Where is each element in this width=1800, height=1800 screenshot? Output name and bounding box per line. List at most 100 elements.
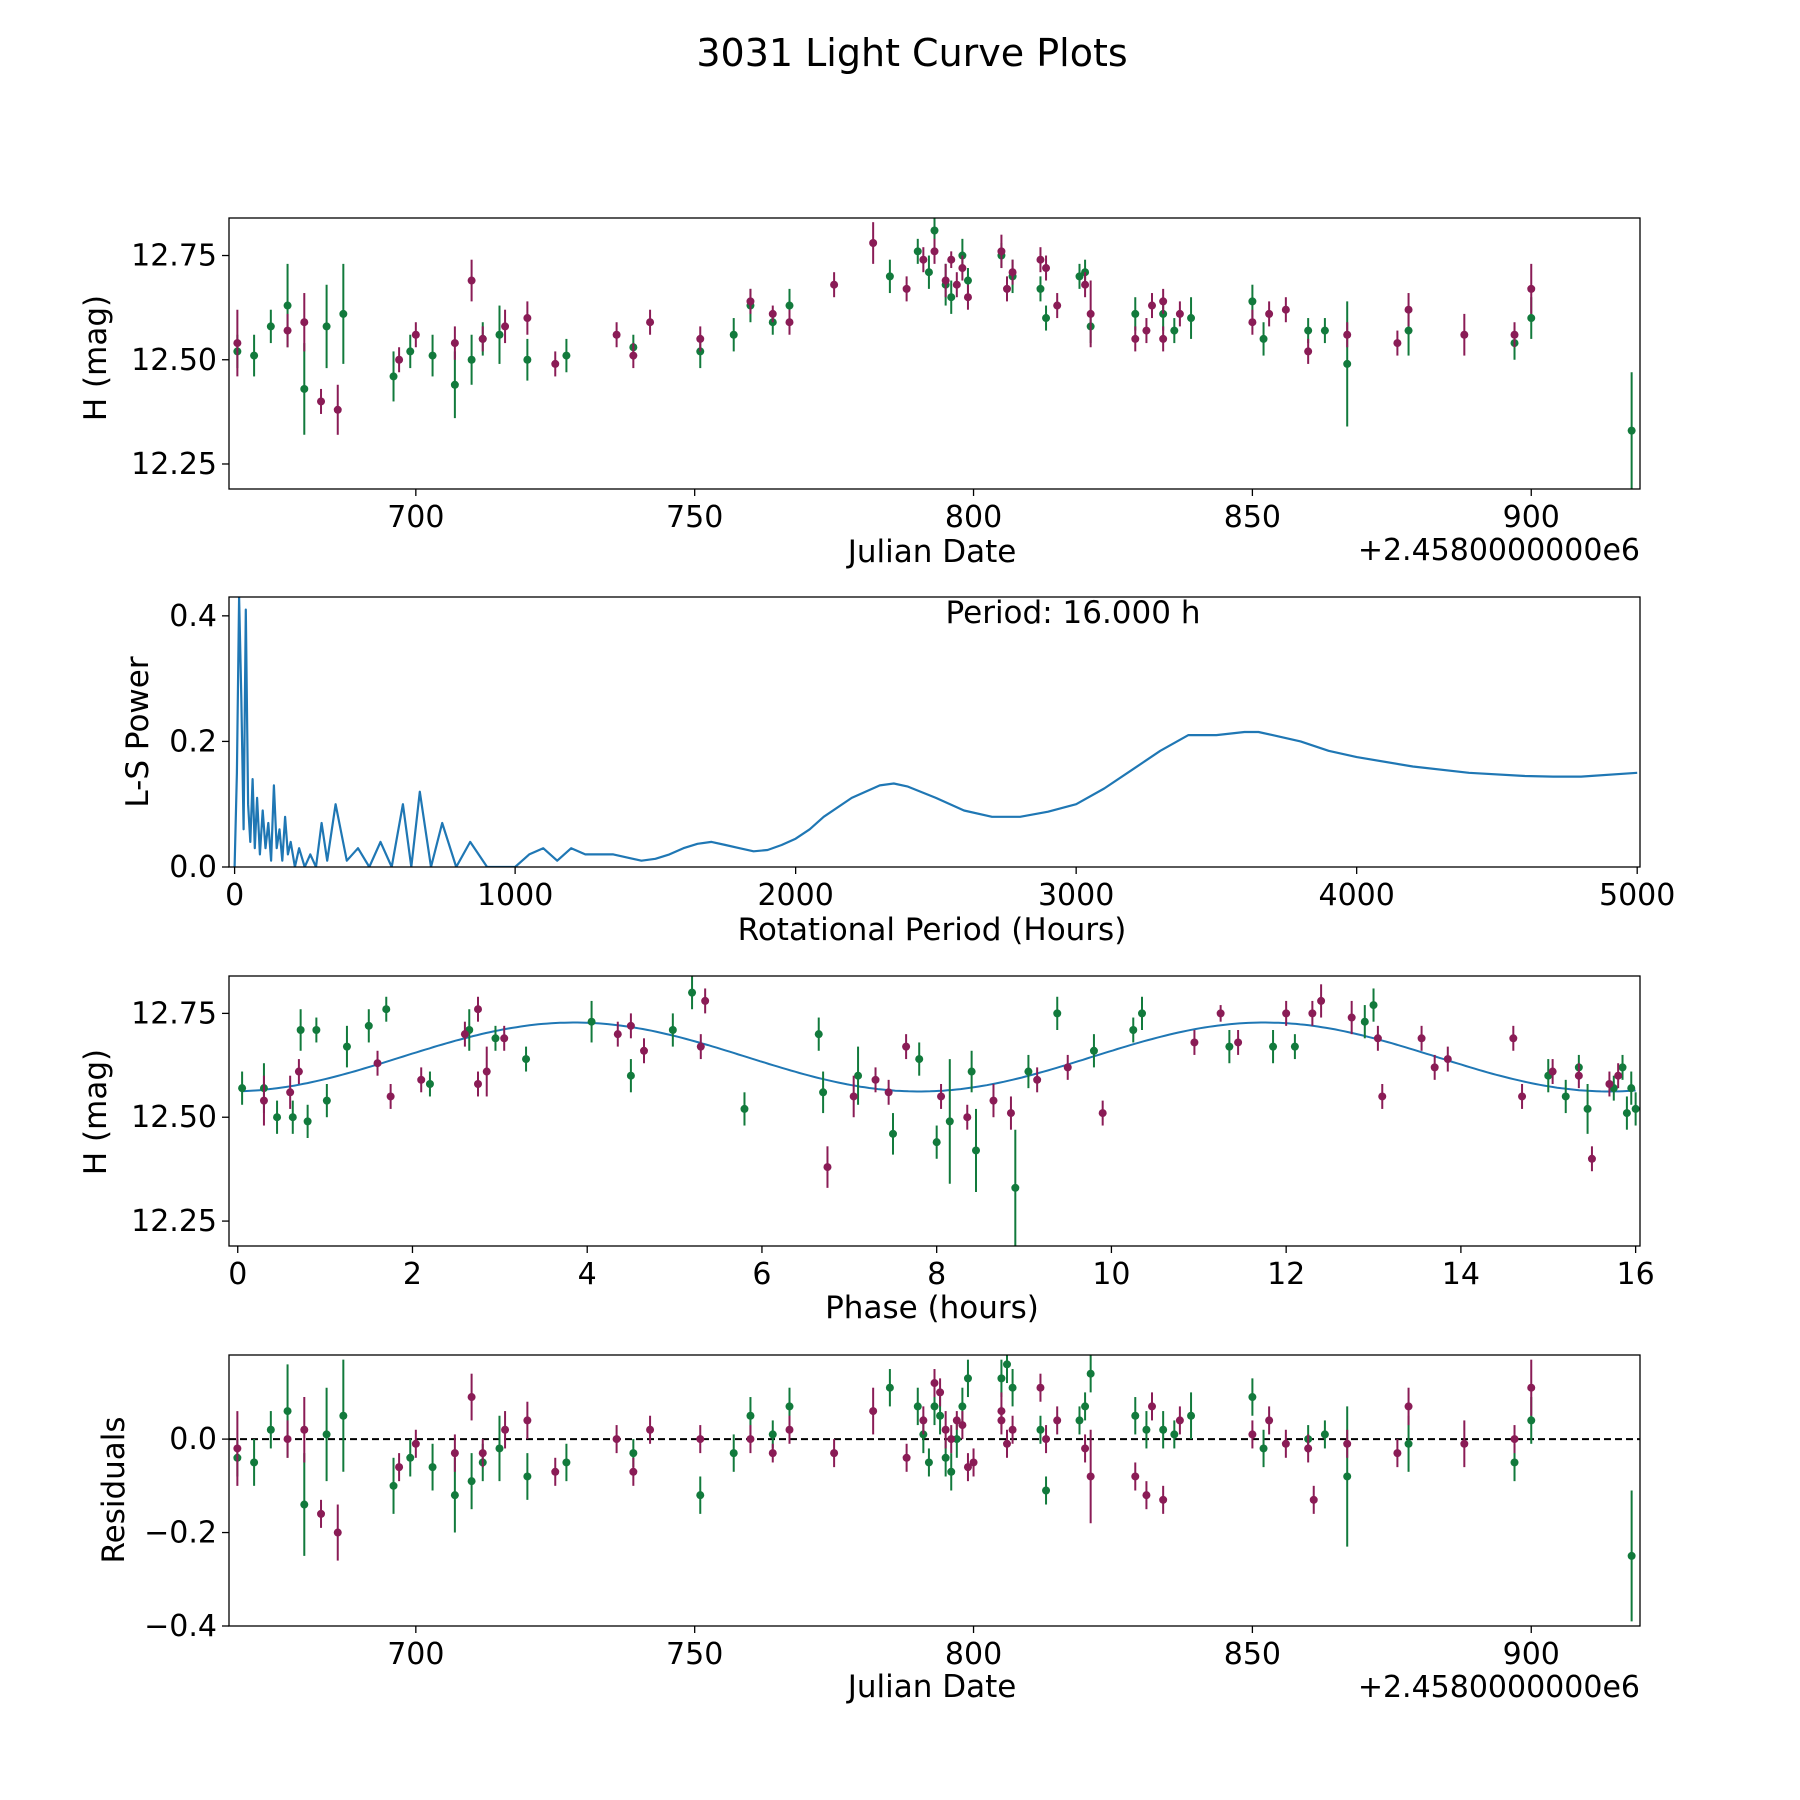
data-point [629,1467,638,1476]
data-point [562,351,571,360]
x-tick-label: 700 [387,500,444,535]
plot-area [229,1355,1640,1622]
data-point [1142,1491,1151,1500]
data-point [902,1042,911,1051]
data-point [849,1092,858,1101]
data-point [339,309,348,318]
data-point [467,276,476,285]
x-tick-label: 800 [945,500,1002,535]
data-point [1008,1425,1017,1434]
data-point [501,1425,510,1434]
data-point [389,372,398,381]
data-point [854,1071,863,1080]
data-point [322,322,331,331]
x-tick-label: 8 [927,1257,946,1292]
x-tick-label: 900 [1503,1637,1560,1672]
data-point [562,1458,571,1467]
data-point [913,247,922,256]
y-tick-label: 12.50 [131,343,217,378]
data-point [924,268,933,277]
data-point [500,1034,509,1043]
y-tick-label: −0.4 [144,1609,217,1644]
data-point [1098,1109,1107,1118]
data-point [1006,1109,1015,1118]
data-point [1347,1013,1356,1022]
data-point [1063,1063,1072,1072]
x-tick-label: 2 [403,1257,422,1292]
data-point [1170,326,1179,335]
x-tick-label: 750 [666,1637,723,1672]
data-point [1190,1038,1199,1047]
data-point [1404,1439,1413,1448]
data-point [997,1416,1006,1425]
data-point [417,1075,426,1084]
data-point [296,1026,305,1034]
figure-title: 3031 Light Curve Plots [696,31,1127,75]
x-tick-label: 3000 [1038,878,1114,913]
data-point [501,322,510,331]
data-point [1042,314,1051,323]
data-point [294,1067,303,1076]
data-point [1627,1084,1636,1093]
data-point [373,1059,382,1068]
data-point [1036,1425,1045,1434]
data-point [1548,1067,1557,1076]
data-point [1317,996,1326,1005]
model-curve [242,1021,1636,1093]
data-point [936,1411,945,1420]
data-point [629,351,638,360]
data-point [1417,1034,1426,1043]
data-point [668,1026,677,1034]
data-point [1225,1042,1234,1051]
data-point [1081,1402,1090,1411]
data-point [406,347,415,356]
data-point [322,1096,331,1105]
data-point [830,1449,839,1458]
data-point [1343,1439,1352,1448]
data-point [523,1472,532,1481]
data-point [1527,284,1536,293]
data-point [238,1084,247,1093]
data-point [389,1481,398,1490]
data-point [1216,1009,1225,1018]
data-point [823,1163,832,1172]
data-point [1443,1055,1452,1064]
data-point [1008,1383,1017,1392]
x-tick-label: 16 [1617,1257,1655,1292]
light-curve-panel: 700 750 800 850 900 12.25 12.50 12.75 Julian Da… [78,217,1641,570]
data-point [989,1096,998,1105]
data-point [963,1463,972,1472]
data-point [930,226,939,235]
data-point [1086,1369,1095,1378]
data-point [997,247,1006,256]
power-line [233,597,1638,867]
plot-area [233,597,1638,867]
data-point [1282,1009,1291,1018]
data-point [551,359,560,368]
data-point [523,355,532,364]
data-point [936,1388,945,1397]
data-point [1175,1416,1184,1425]
data-point [919,1416,928,1425]
data-point [941,276,950,285]
data-point [963,1374,972,1383]
data-point [286,1088,295,1097]
data-point [1281,305,1290,314]
data-point [729,330,738,339]
y-tick-label: 12.75 [131,996,217,1031]
data-point [1369,1001,1378,1010]
data-point [1089,1046,1098,1055]
x-tick-label: 12 [1267,1257,1305,1292]
data-point [612,1435,621,1444]
data-point [300,1500,309,1509]
data-point [1378,1092,1387,1101]
data-point [1304,347,1313,356]
x-tick-label: 6 [752,1257,771,1292]
data-point [342,1042,351,1051]
data-point [902,284,911,293]
data-point [1309,1495,1318,1504]
data-point [1148,1402,1157,1411]
data-point [930,1379,939,1388]
y-axis-label: H (mag) [78,295,114,421]
